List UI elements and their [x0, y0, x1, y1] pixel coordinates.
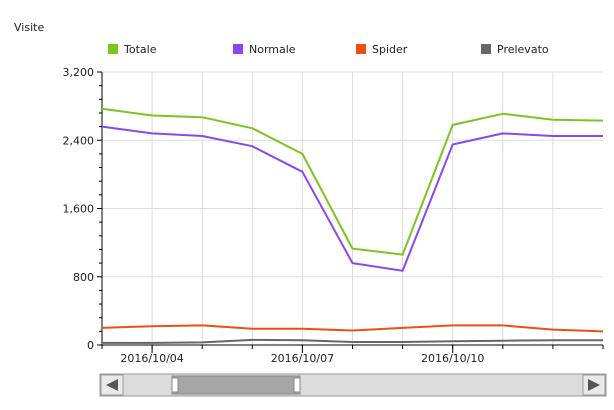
series-line-totale [101, 107, 604, 256]
scroll-right-arrow-icon [588, 379, 600, 391]
x-tick-label: 2016/10/04 [120, 352, 183, 365]
legend-swatch-totale [108, 44, 118, 54]
x-tick-label: 2016/10/07 [271, 352, 334, 365]
legend-item-spider[interactable]: Spider [356, 43, 408, 56]
scrollbar-handle-right[interactable] [293, 377, 301, 393]
range-scrollbar[interactable] [99, 373, 607, 397]
scroll-left-arrow-icon [106, 379, 118, 391]
y-axis-ticks: 0 800 1,600 2,400 3,200 [63, 66, 102, 352]
y-tick-label: 800 [73, 271, 94, 284]
series-line-spider [101, 324, 604, 333]
legend-swatch-spider [356, 44, 366, 54]
scrollbar-thumb[interactable] [171, 375, 301, 395]
legend-item-normale[interactable]: Normale [233, 43, 296, 56]
y-tick-label: 0 [87, 339, 94, 352]
series-line-normale [101, 125, 603, 272]
legend-item-totale[interactable]: Totale [108, 43, 157, 56]
legend-label-spider: Spider [372, 43, 408, 56]
y-tick-label: 3,200 [63, 66, 95, 79]
plot-gridlines [102, 71, 603, 345]
y-tick-label: 2,400 [63, 134, 95, 147]
legend-swatch-prelevato [481, 44, 491, 54]
legend-label-totale: Totale [123, 43, 157, 56]
x-axis-ticks: 2016/10/04 2016/10/07 2016/10/10 [101, 345, 604, 365]
y-axis-title: Visite [14, 21, 44, 34]
scrollbar-handle-left[interactable] [171, 377, 179, 393]
series-line-prelevato [102, 338, 603, 344]
y-tick-label: 1,600 [63, 203, 95, 216]
legend: Totale Normale Spider Prelevato [108, 43, 549, 56]
legend-label-prelevato: Prelevato [497, 43, 549, 56]
plot-series [101, 107, 604, 344]
legend-label-normale: Normale [249, 43, 296, 56]
legend-item-prelevato[interactable]: Prelevato [481, 43, 549, 56]
x-tick-label: 2016/10/10 [421, 352, 484, 365]
legend-swatch-normale [233, 44, 243, 54]
